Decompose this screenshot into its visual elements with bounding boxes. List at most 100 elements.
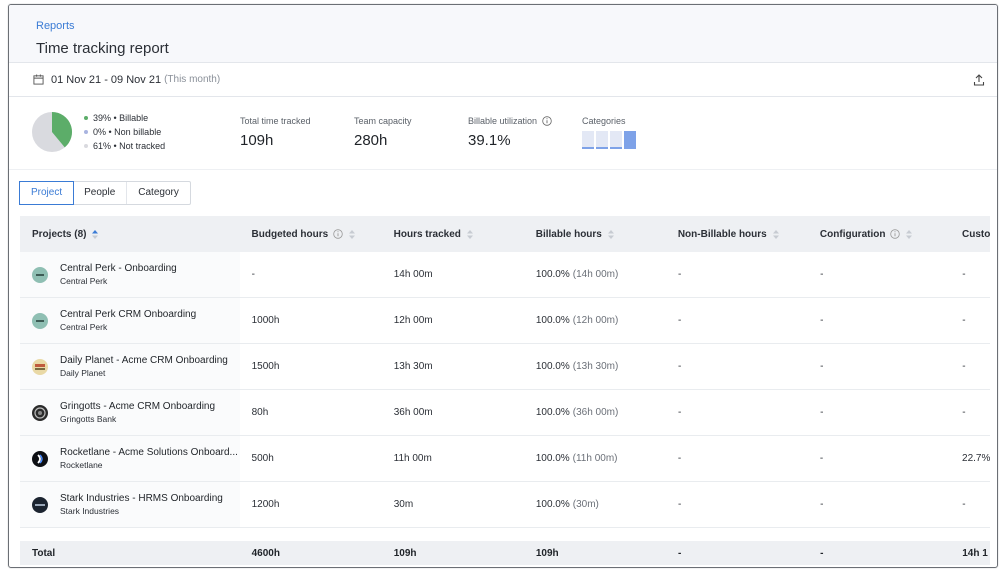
billable-detail: (13h 30m) <box>572 361 619 372</box>
table-row[interactable]: Daily Planet - Acme CRM Onboarding Daily… <box>20 344 990 390</box>
tab-category[interactable]: Category <box>138 187 179 198</box>
metric-categories: Categories <box>582 116 642 156</box>
category-bar-fill <box>610 147 622 149</box>
col-header-custom[interactable]: Custo <box>950 216 990 252</box>
col-header-projects[interactable]: Projects (8) <box>20 216 240 252</box>
budgeted-hours-cell: 1500h <box>251 361 280 372</box>
table-row[interactable]: Gringotts - Acme CRM Onboarding Gringott… <box>20 390 990 436</box>
billable-detail: (14h 00m) <box>572 269 619 280</box>
date-range-note: (This month) <box>164 74 221 85</box>
client-name: Daily Planet <box>60 368 106 378</box>
col-header-non-billable-hours[interactable]: Non-Billable hours <box>666 216 808 252</box>
sort-icon[interactable] <box>466 229 473 239</box>
project-cell[interactable]: Gringotts - Acme CRM Onboarding Gringott… <box>20 390 240 435</box>
sort-icon[interactable] <box>906 229 913 239</box>
legend-item-not-tracked: 61% • Not tracked <box>84 139 165 153</box>
date-range[interactable]: 01 Nov 21 - 09 Nov 21 <box>51 73 162 86</box>
metric-total-time: Total time tracked 109h <box>240 116 311 149</box>
hours-tracked-cell: 30m <box>393 499 414 510</box>
billable-detail: (12h 00m) <box>572 315 619 326</box>
category-bar <box>610 131 622 149</box>
sort-icon[interactable] <box>607 229 614 239</box>
billable-dot-icon <box>84 116 88 120</box>
col-header-hours-tracked[interactable]: Hours tracked <box>382 216 524 252</box>
sort-icon[interactable] <box>772 229 779 239</box>
budgeted-hours-cell: 1000h <box>251 315 280 326</box>
metric-total-time-label: Total time tracked <box>240 116 311 126</box>
table-row[interactable]: Stark Industries - HRMS Onboarding Stark… <box>20 482 990 528</box>
configuration-cell: - <box>820 361 824 372</box>
sort-icon[interactable] <box>349 229 356 239</box>
billable-pct: 100.0% <box>535 453 570 464</box>
billable-hours-cell: 100.0% (12h 00m) <box>524 298 666 343</box>
billable-pct: 100.0% <box>535 361 570 372</box>
client-name: Gringotts Bank <box>60 414 117 424</box>
table-row[interactable]: Central Perk - Onboarding Central Perk -… <box>20 252 990 298</box>
project-name[interactable]: Central Perk CRM Onboarding <box>60 309 197 320</box>
project-name[interactable]: Daily Planet - Acme CRM Onboarding <box>60 355 228 366</box>
central-perk-logo-icon <box>32 312 48 329</box>
info-icon[interactable] <box>542 116 552 126</box>
project-cell[interactable]: Central Perk CRM Onboarding Central Perk <box>20 298 240 343</box>
custom-cell: - <box>962 315 966 326</box>
categories-mini-chart[interactable] <box>582 131 642 151</box>
non-billable-hours-cell: - <box>677 453 682 464</box>
tab-people[interactable]: People <box>73 182 128 204</box>
info-icon[interactable] <box>333 229 343 239</box>
billable-pct: 100.0% <box>535 407 570 418</box>
budgeted-hours-cell: 500h <box>251 453 274 464</box>
table-total-row: Total 4600h 109h 109h - - 14h 1 <box>20 541 990 565</box>
hours-tracked-cell: 12h 00m <box>393 315 433 326</box>
project-name[interactable]: Central Perk - Onboarding <box>60 263 177 274</box>
project-cell[interactable]: Daily Planet - Acme CRM Onboarding Daily… <box>20 344 240 389</box>
non-billable-hours-cell: - <box>677 361 682 372</box>
export-icon[interactable] <box>973 74 985 86</box>
metric-team-capacity: Team capacity 280h <box>354 116 412 149</box>
breadcrumb-reports[interactable]: Reports <box>36 20 75 32</box>
custom-cell: - <box>962 407 966 418</box>
custom-cell: - <box>962 269 966 280</box>
project-cell[interactable]: Rocketlane - Acme Solutions Onboard... R… <box>20 436 240 481</box>
category-bar <box>582 131 594 149</box>
category-bar-fill <box>596 147 608 149</box>
metric-billable-utilization: Billable utilization 39.1% <box>468 116 552 149</box>
project-name[interactable]: Stark Industries - HRMS Onboarding <box>60 493 223 504</box>
project-cell[interactable]: Central Perk - Onboarding Central Perk <box>20 252 240 297</box>
date-filter-bar[interactable]: 01 Nov 21 - 09 Nov 21 (This month) <box>9 63 997 97</box>
col-header-projects-label: Projects (8) <box>32 228 87 240</box>
total-configuration: - <box>820 547 824 559</box>
metric-team-capacity-value: 280h <box>354 132 388 149</box>
total-label: Total <box>32 547 56 559</box>
info-icon[interactable] <box>890 229 901 239</box>
col-header-billable-hours[interactable]: Billable hours <box>524 216 666 252</box>
configuration-cell: - <box>820 269 824 280</box>
table-body: Central Perk - Onboarding Central Perk -… <box>20 252 990 528</box>
tab-project[interactable]: Project <box>19 181 75 205</box>
col-header-configuration[interactable]: Configuration <box>808 216 950 252</box>
billable-hours-cell: 100.0% (30m) <box>524 482 666 527</box>
project-cell[interactable]: Stark Industries - HRMS Onboarding Stark… <box>20 482 240 527</box>
pie-legend: 39% • Billable 0% • Non billable 61% • N… <box>84 111 165 153</box>
category-bar <box>596 131 608 149</box>
sort-asc-icon[interactable] <box>92 229 99 239</box>
non-billable-hours-cell: - <box>677 499 682 510</box>
total-budget: 4600h <box>251 547 280 559</box>
total-non-billable: - <box>677 547 682 559</box>
client-name: Central Perk <box>60 322 108 332</box>
custom-cell: - <box>962 499 966 510</box>
table-header: Projects (8) Budgeted hours Hours tracke… <box>20 216 990 252</box>
table-row[interactable]: Rocketlane - Acme Solutions Onboard... R… <box>20 436 990 482</box>
col-header-hours-tracked-label: Hours tracked <box>393 228 461 240</box>
hours-tracked-cell: 36h 00m <box>393 407 433 418</box>
col-header-budgeted-label: Budgeted hours <box>251 228 329 240</box>
table-row[interactable]: Central Perk CRM Onboarding Central Perk… <box>20 298 990 344</box>
billable-detail: (11h 00m) <box>572 453 618 464</box>
project-name[interactable]: Gringotts - Acme CRM Onboarding <box>60 401 216 412</box>
legend-not-tracked-pct: 61% <box>93 141 112 151</box>
col-header-budgeted-hours[interactable]: Budgeted hours <box>240 216 382 252</box>
project-name[interactable]: Rocketlane - Acme Solutions Onboard... <box>60 447 238 458</box>
client-name: Rocketlane <box>60 460 103 470</box>
report-window: Reports Time tracking report 01 Nov 21 -… <box>8 4 998 568</box>
page-header: Reports Time tracking report <box>9 5 997 63</box>
total-billable: 109h <box>535 547 559 559</box>
